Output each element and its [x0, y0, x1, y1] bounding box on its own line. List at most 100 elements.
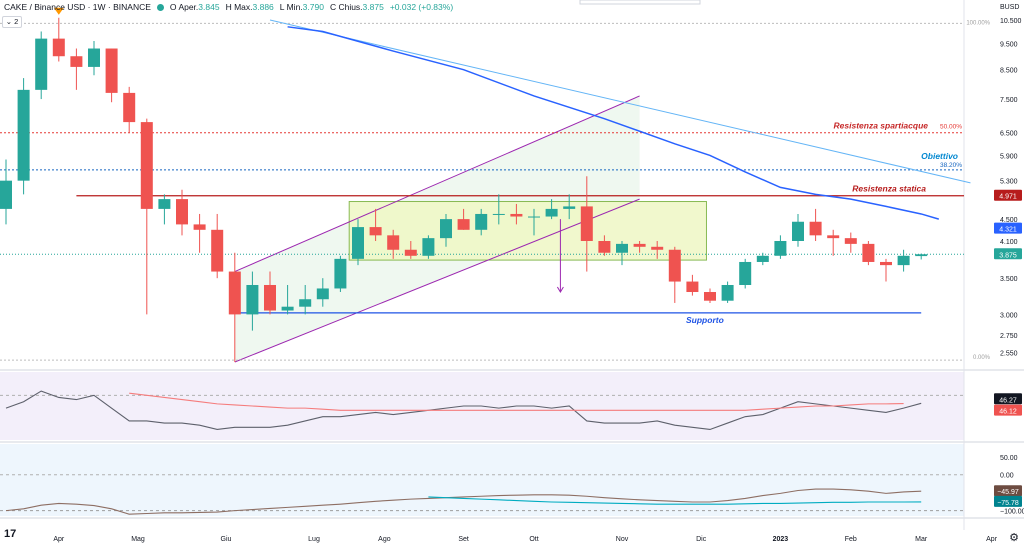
candle-body	[17, 89, 30, 181]
symbol-label[interactable]: CAKE / Binance USD · 1W · BINANCE	[4, 2, 151, 12]
fib-382-label: 38.20%	[940, 162, 962, 169]
candle-body	[756, 255, 769, 262]
candle	[228, 252, 241, 362]
price-badge-bg	[994, 248, 1022, 260]
candle-body	[440, 219, 452, 239]
price-tick-label: 3.500	[1000, 276, 1018, 283]
candle-body	[105, 48, 118, 93]
rsi-badge-bg	[994, 404, 1022, 416]
candle-body	[880, 261, 892, 266]
price-badge-bg	[994, 189, 1022, 201]
candle-body	[387, 235, 400, 250]
candle-body	[580, 206, 593, 241]
candle	[334, 255, 347, 293]
candle	[633, 240, 646, 253]
candle	[704, 288, 716, 303]
candle-body	[264, 284, 276, 311]
fib-0-label: 0.00%	[973, 355, 991, 361]
candle-body	[369, 227, 382, 236]
date-tick-label: Apr	[53, 536, 65, 543]
date-tick-label: Apr	[986, 536, 998, 543]
candle-body	[281, 306, 294, 311]
indicators-toggle-button[interactable]: ⌄ 2	[2, 16, 22, 28]
candle-body	[792, 221, 804, 241]
date-tick-label: Set	[458, 536, 469, 543]
date-tick-label: 2023	[773, 536, 789, 543]
osc-value-badge: −45.97	[994, 485, 1022, 497]
target-arrow-head	[556, 286, 564, 293]
candle-body	[774, 240, 787, 256]
price-badge: 4.321	[994, 222, 1022, 234]
candle-body	[827, 235, 840, 239]
fib-100-label: 100.00%	[966, 20, 990, 26]
price-badge-label: 4.321	[999, 227, 1017, 234]
candle-body	[316, 288, 329, 300]
candle-body	[668, 249, 681, 282]
candle	[475, 208, 488, 236]
candle-body	[897, 255, 910, 266]
price-tick-label: 7.500	[1000, 97, 1018, 104]
candle	[721, 281, 734, 303]
candle	[598, 235, 611, 256]
price-badge-label: 4.971	[999, 194, 1017, 201]
settings-gear-icon[interactable]: ⚙	[1009, 532, 1019, 544]
candle	[316, 278, 329, 307]
obiettivo-label: Obiettivo	[921, 151, 958, 161]
candle-body	[528, 216, 540, 218]
candle	[827, 229, 840, 256]
candle	[510, 203, 523, 225]
candle-body	[228, 271, 241, 315]
candle-body	[739, 261, 752, 285]
price-badge: 3.875	[994, 248, 1022, 259]
date-tick-label: Mar	[915, 536, 928, 543]
candle-body	[475, 213, 488, 230]
range-box	[348, 201, 707, 261]
candle	[387, 229, 400, 259]
channel-lower-line	[234, 198, 640, 363]
high-value: H Max.3.886	[225, 2, 274, 12]
candle-body	[422, 238, 435, 256]
candle-body	[862, 243, 875, 262]
candle	[17, 78, 30, 195]
osc-badge-bg	[994, 495, 1022, 507]
osc-tick-label: 50.00	[1000, 455, 1018, 462]
candle	[158, 194, 171, 225]
candle	[651, 240, 664, 259]
candle-body	[686, 281, 699, 293]
candle-body	[633, 243, 646, 247]
rsi-badge-label: 46.12	[999, 409, 1017, 416]
price-tick-label: 9.500	[1000, 42, 1018, 49]
candle	[528, 208, 540, 236]
candle	[70, 48, 83, 90]
candle	[123, 86, 136, 133]
date-tick-label: Ott	[529, 536, 538, 543]
candle-body	[0, 180, 12, 209]
chart-header: CAKE / Binance USD · 1W · BINANCE O Aper…	[0, 0, 453, 14]
date-tick-label: Mag	[131, 536, 145, 543]
price-tick-label: 6.500	[1000, 131, 1018, 138]
candle-body	[140, 122, 153, 209]
support-label: Supporto	[686, 315, 724, 325]
date-tick-label: Dic	[696, 536, 707, 543]
candle	[545, 199, 558, 220]
candle-body	[176, 199, 188, 225]
rsi-value-badge: 46.12	[994, 404, 1022, 416]
rsi-badge-label: 46.27	[999, 397, 1017, 404]
candle	[880, 258, 892, 282]
candle-body	[457, 219, 470, 230]
osc-badge-label: −45.97	[997, 489, 1019, 496]
candle	[792, 213, 804, 247]
candle	[580, 176, 593, 272]
candle	[686, 274, 699, 296]
oscillator-pane-background	[0, 444, 964, 516]
price-tick-label: 2.750	[1000, 333, 1018, 340]
candle-body	[598, 240, 611, 253]
tradingview-logo: 17	[4, 528, 17, 540]
price-tick-label: 4.100	[1000, 239, 1018, 246]
price-tick-label: 3.000	[1000, 312, 1018, 319]
date-tick-label: Ago	[378, 536, 391, 543]
candle-body	[35, 38, 48, 90]
candle	[264, 271, 276, 315]
low-value: L Min.3.790	[279, 2, 324, 12]
